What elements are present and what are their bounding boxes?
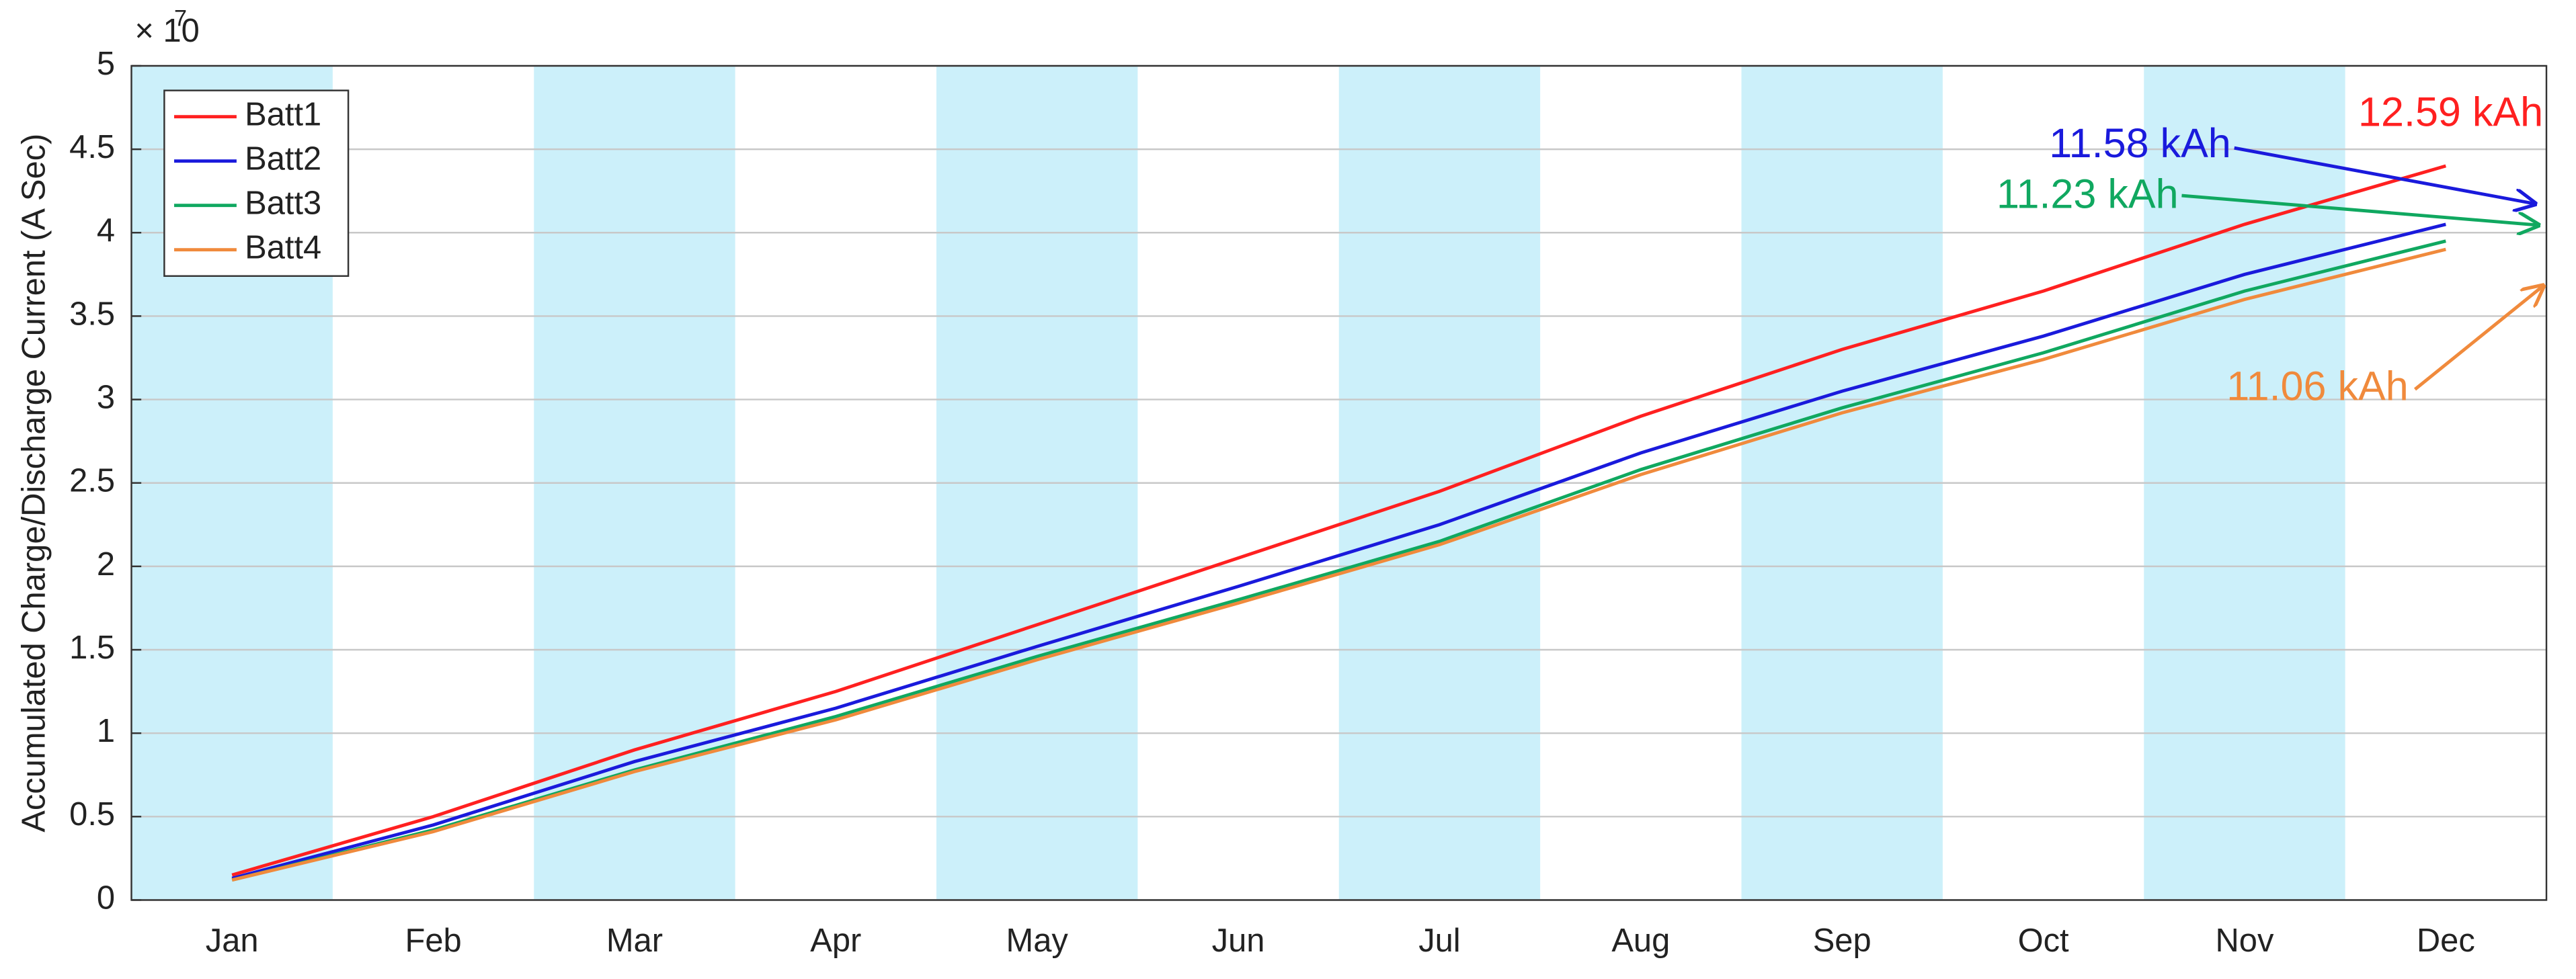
x-tick-label: Oct xyxy=(2018,923,2069,959)
x-tick-label: Mar xyxy=(606,923,663,959)
y-tick-label: 4 xyxy=(97,212,115,249)
y-tick-label: 0.5 xyxy=(69,796,115,833)
legend-label: Batt4 xyxy=(245,230,321,266)
series-line xyxy=(231,222,2446,880)
legend-label: Batt2 xyxy=(245,141,321,177)
x-tick-label: Nov xyxy=(2216,923,2274,959)
x-tick-label: Feb xyxy=(405,923,461,959)
y-tick-label: 2 xyxy=(97,546,115,583)
y-tick-label: 2.5 xyxy=(69,463,115,499)
y-tick-label: 3 xyxy=(97,379,115,415)
y-tick-label: 4.5 xyxy=(69,129,115,165)
annotation: 11.23 kAh xyxy=(1997,171,2179,217)
x-tick-label: Aug xyxy=(1611,923,1670,959)
y-tick-label: 1.5 xyxy=(69,630,115,666)
series-line xyxy=(231,247,2446,882)
x-tick-label: May xyxy=(1006,923,1069,959)
y-scale-base: × 10 xyxy=(134,13,199,49)
y-tick-label: 3.5 xyxy=(69,296,115,332)
legend-label: Batt3 xyxy=(245,185,321,222)
annotation: 12.59 kAh xyxy=(2358,89,2543,134)
annotation-arrow xyxy=(2234,146,2535,204)
x-tick-label: Jan xyxy=(206,923,259,959)
plot-frame xyxy=(130,65,2548,901)
y-axis-label: Accumulated Charge/Discharge Current (A … xyxy=(16,134,52,833)
x-tick-label: Dec xyxy=(2417,923,2475,959)
y-tick-label: 5 xyxy=(97,46,115,82)
legend-box xyxy=(163,89,350,278)
x-tick-label: Jun xyxy=(1212,923,1265,959)
annotation-arrow xyxy=(2413,286,2544,391)
x-tick-label: Sep xyxy=(1813,923,1871,959)
x-tick-label: Jul xyxy=(1418,923,1460,959)
y-tick-label: 1 xyxy=(97,713,115,749)
y-scale-exponent: 7 xyxy=(174,6,187,32)
legend-label: Batt1 xyxy=(245,97,321,133)
legend: Batt1 Batt2 Batt3 Batt4 xyxy=(163,89,350,278)
annotation-arrow xyxy=(2181,194,2538,225)
series-line xyxy=(231,164,2447,877)
y-tick-label: 0 xyxy=(97,880,115,916)
x-tick-label: Apr xyxy=(810,923,861,959)
annotation: 11.06 kAh xyxy=(2226,364,2409,409)
annotation: 11.58 kAh xyxy=(2049,120,2231,166)
